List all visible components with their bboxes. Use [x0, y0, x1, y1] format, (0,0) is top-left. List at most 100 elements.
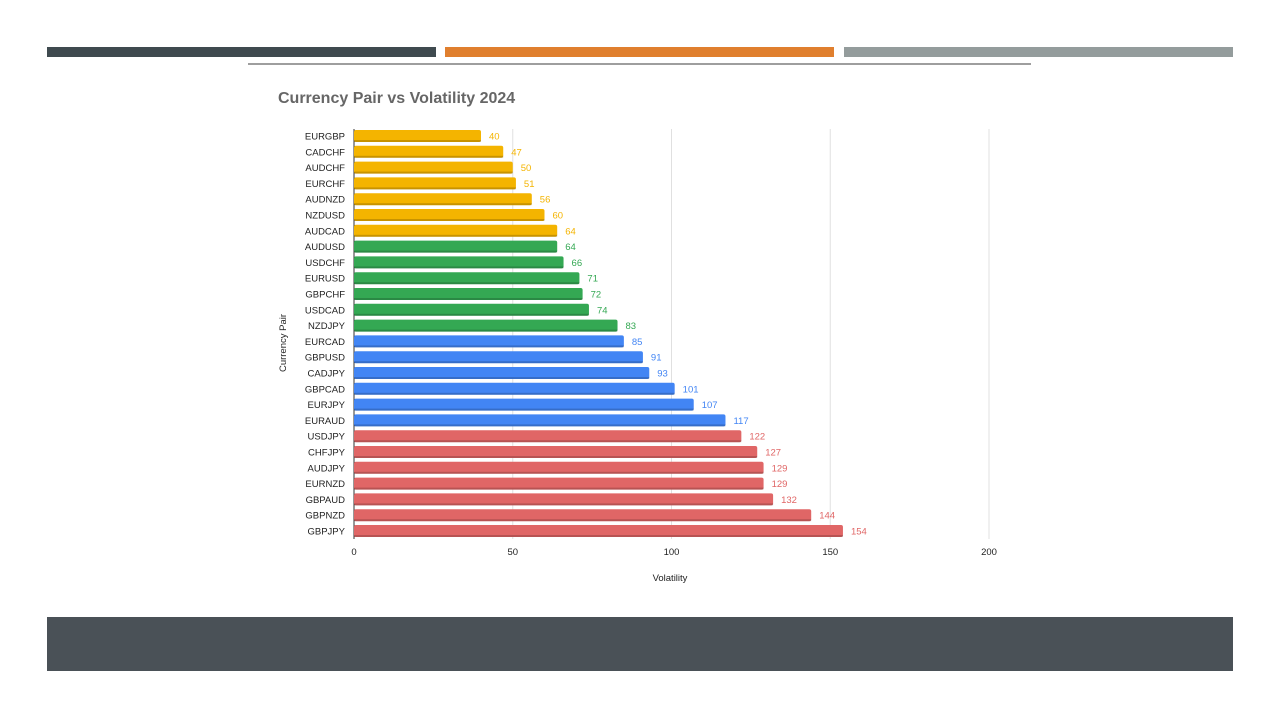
category-label: AUDCAD — [305, 226, 345, 237]
bar-usdchf — [354, 256, 564, 269]
data-label: 117 — [733, 416, 748, 427]
data-label: 129 — [772, 479, 788, 490]
data-label: 56 — [540, 195, 551, 206]
data-label: 154 — [851, 527, 867, 538]
data-label: 127 — [765, 448, 781, 459]
bar-shadow — [354, 377, 650, 379]
bar-cadjpy — [354, 367, 650, 379]
bar-shadow — [354, 392, 675, 395]
category-label: NZDJPY — [308, 321, 346, 332]
bar-cadchf — [354, 145, 504, 158]
footer-band — [47, 617, 1233, 671]
bar-shadow — [354, 234, 558, 237]
bar-shadow — [354, 313, 589, 316]
accent-bar-dark — [47, 47, 436, 57]
bar-shadow — [354, 298, 583, 300]
data-label: 64 — [565, 226, 576, 237]
bar-gbpjpy — [354, 525, 843, 537]
x-tick-label: 150 — [822, 547, 838, 558]
category-label: USDCAD — [305, 305, 345, 316]
bar-shadow — [354, 361, 643, 364]
bar-shadow — [354, 471, 764, 474]
bar-shadow — [354, 140, 481, 142]
bar-shadow — [354, 456, 758, 458]
category-label: USDCHF — [305, 258, 345, 269]
bar-shadow — [354, 187, 516, 190]
bar-gbpusd — [354, 351, 643, 364]
category-label: EURAUD — [305, 416, 345, 427]
bar-shadow — [354, 487, 764, 490]
category-label: AUDJPY — [308, 463, 346, 474]
bar-shadow — [354, 503, 774, 506]
x-tick-label: 100 — [664, 547, 680, 558]
data-label: 129 — [772, 463, 788, 474]
data-label: 101 — [683, 384, 699, 395]
bar-audnzd — [354, 193, 532, 206]
data-label: 83 — [626, 321, 637, 332]
bar-audchf — [354, 161, 513, 174]
chart-top-rule — [248, 63, 1031, 65]
x-tick-label: 50 — [507, 547, 518, 558]
bar-shadow — [354, 535, 843, 537]
category-label: EURUSD — [305, 274, 345, 285]
data-label: 50 — [521, 163, 532, 174]
bar-shadow — [354, 266, 564, 269]
bar-usdjpy — [354, 430, 742, 443]
bar-shadow — [354, 171, 513, 174]
bar-chfjpy — [354, 446, 758, 458]
bar-eurchf — [354, 177, 516, 190]
y-axis-title: Currency Pair — [278, 314, 289, 372]
category-label: GBPNZD — [305, 511, 345, 522]
bar-shadow — [354, 424, 726, 427]
bar-shadow — [354, 345, 624, 348]
bar-gbpnzd — [354, 509, 812, 522]
bar-shadow — [354, 519, 812, 522]
category-label: USDJPY — [308, 432, 346, 443]
data-label: 144 — [819, 511, 835, 522]
bar-eurjpy — [354, 398, 694, 411]
bar-eurgbp — [354, 130, 481, 142]
bar-shadow — [354, 282, 580, 285]
bar-usdcad — [354, 303, 589, 316]
data-label: 93 — [657, 369, 668, 380]
category-label: EURGBP — [305, 132, 345, 143]
data-label: 132 — [781, 495, 797, 506]
data-label: 40 — [489, 132, 500, 143]
category-label: AUDUSD — [305, 242, 345, 253]
bar-shadow — [354, 203, 532, 206]
data-label: 51 — [524, 179, 535, 190]
bar-shadow — [354, 408, 694, 411]
x-axis-title: Volatility — [653, 573, 688, 584]
data-label: 72 — [591, 290, 602, 301]
bar-shadow — [354, 440, 742, 443]
data-label: 60 — [553, 211, 564, 222]
category-label: EURCHF — [305, 179, 345, 190]
bar-eurcad — [354, 335, 624, 348]
data-label: 64 — [565, 242, 576, 253]
x-tick-label: 0 — [351, 547, 356, 558]
bar-shadow — [354, 155, 504, 158]
data-label: 71 — [587, 274, 598, 285]
category-label: AUDCHF — [305, 163, 345, 174]
accent-bar-gray — [844, 47, 1233, 57]
data-label: 74 — [597, 305, 608, 316]
bar-audcad — [354, 224, 558, 237]
category-label: GBPAUD — [306, 495, 346, 506]
bar-eurnzd — [354, 477, 764, 490]
bar-audusd — [354, 240, 558, 253]
chart-title: Currency Pair vs Volatility 2024 — [278, 90, 515, 107]
x-tick-label: 200 — [981, 547, 997, 558]
grid-lines — [353, 129, 990, 539]
category-label: GBPUSD — [305, 353, 345, 364]
bar-audjpy — [354, 461, 764, 474]
bar-euraud — [354, 414, 726, 427]
category-labels: EURGBP CADCHF AUDCHF EURCHF AUDNZD NZDUSD AUDC… — [305, 132, 346, 538]
bar-eurusd — [354, 272, 580, 285]
bar-shadow — [354, 329, 618, 332]
category-label: GBPJPY — [308, 527, 346, 538]
category-label: EURJPY — [308, 400, 346, 411]
bar-nzdjpy — [354, 319, 618, 332]
category-label: CADJPY — [308, 369, 346, 380]
data-labels: 4047505156606464667172748385919310110711… — [489, 132, 867, 538]
